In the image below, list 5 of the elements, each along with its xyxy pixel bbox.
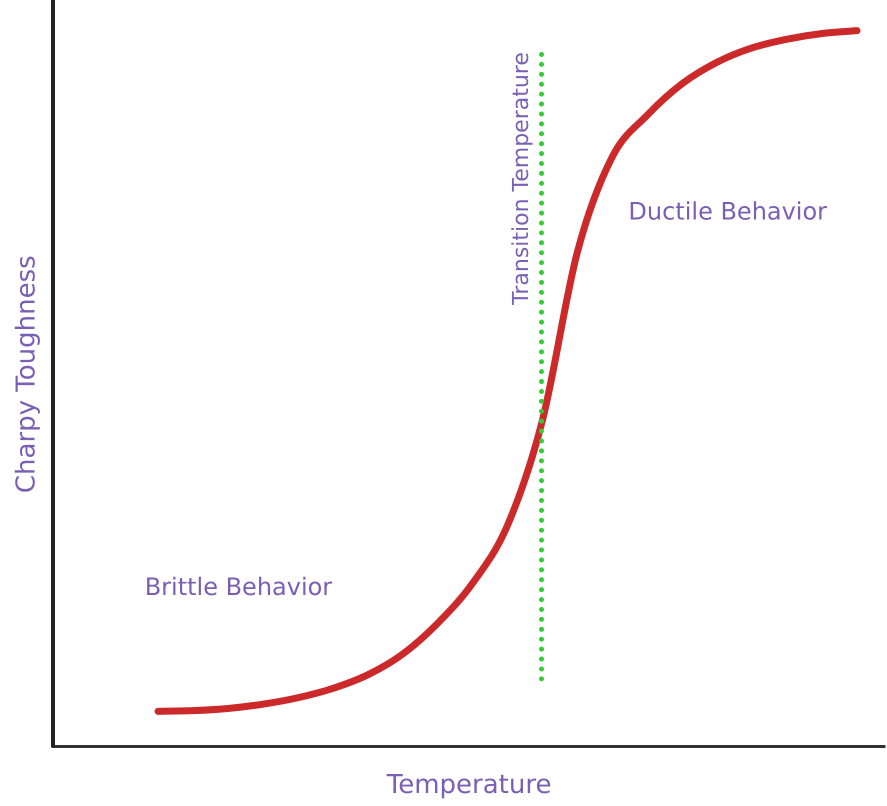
annotation: Transition Temperature bbox=[509, 52, 534, 306]
annotation: Ductile Behavior bbox=[628, 197, 828, 226]
annotation: Brittle Behavior bbox=[144, 573, 332, 602]
y-axis-title: Charpy Toughness bbox=[11, 255, 42, 494]
x-axis-title: Temperature bbox=[386, 770, 552, 800]
